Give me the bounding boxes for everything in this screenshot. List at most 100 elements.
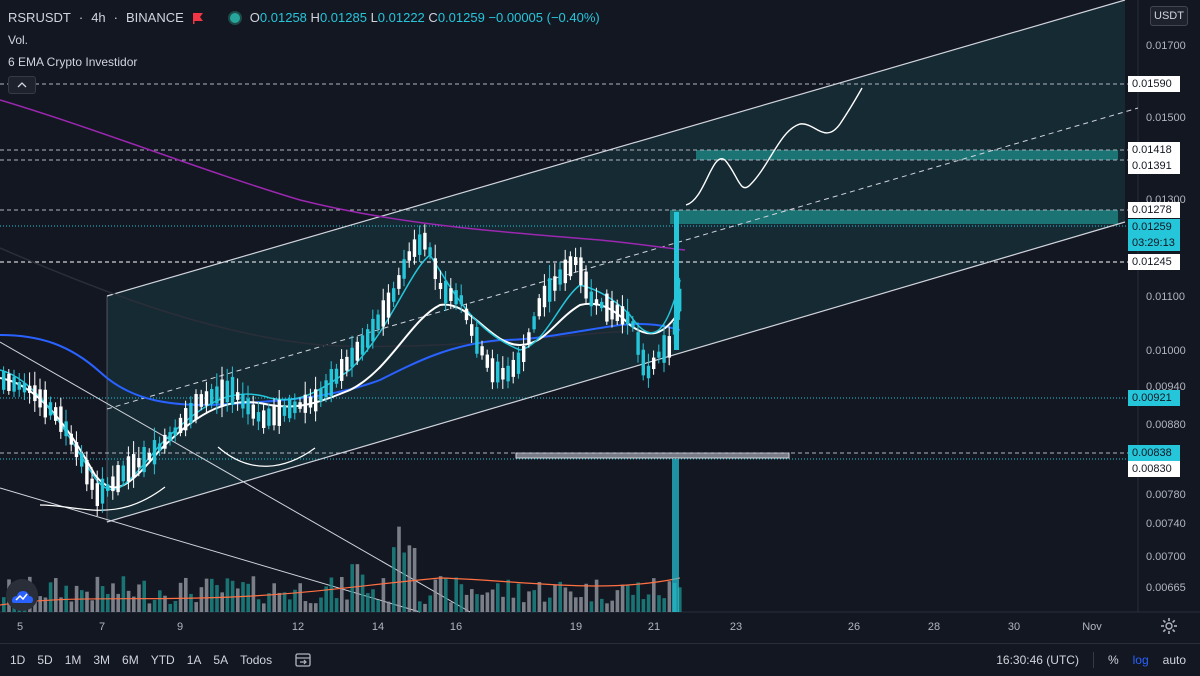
volume-bar <box>163 595 167 612</box>
candle-body <box>667 336 671 358</box>
volume-bar <box>470 589 474 612</box>
volume-bar <box>132 596 136 612</box>
candle-body <box>59 406 63 432</box>
price-chart[interactable]: 0.017000.015000.013000.011000.010000.009… <box>0 0 1200 643</box>
open-label: O <box>249 10 260 25</box>
bottom-arc-1 <box>39 486 166 511</box>
tf-1a[interactable]: 1A <box>186 653 202 667</box>
open-value: 0.01258 <box>259 10 307 25</box>
candle-body <box>568 256 573 277</box>
symbol[interactable]: RSRUSDT <box>8 10 71 25</box>
candle-body <box>449 288 453 302</box>
volume-bar <box>537 581 542 612</box>
channel-bottom <box>106 221 1126 523</box>
tf-1m[interactable]: 1M <box>64 653 82 667</box>
currency-button[interactable]: USDT <box>1150 6 1188 26</box>
candle-body <box>438 282 443 290</box>
utc-clock[interactable]: 16:30:46 (UTC) <box>996 653 1079 667</box>
candle-body <box>392 288 396 302</box>
candle-body <box>225 380 229 403</box>
candle-body <box>366 329 370 348</box>
candle-body <box>267 408 271 426</box>
volume-bar <box>152 599 157 612</box>
price-tag-countdown: 03:29:13 <box>1128 235 1180 251</box>
candle-body <box>522 346 526 362</box>
auto-toggle[interactable]: auto <box>1162 653 1186 667</box>
volume-bar <box>111 583 115 612</box>
candle-body <box>428 247 432 256</box>
candle-body <box>501 367 505 380</box>
volume-bar <box>126 590 131 612</box>
volume-bar <box>615 590 620 612</box>
volume-bar <box>106 593 110 612</box>
volume-indicator-label[interactable]: Vol. <box>8 33 29 47</box>
volume-bar <box>444 578 448 612</box>
volume-bar <box>267 593 271 612</box>
volume-ma <box>0 577 681 606</box>
tf-6m[interactable]: 6M <box>122 653 139 667</box>
channel-mid <box>106 107 1139 410</box>
log-toggle[interactable]: log <box>1132 653 1149 667</box>
y-tick-label: 0.00740 <box>1146 518 1186 530</box>
collapse-legend-button[interactable] <box>8 76 36 94</box>
channel-top <box>106 0 1126 297</box>
volume-bar <box>402 552 406 612</box>
tradingview-logo[interactable] <box>6 579 38 611</box>
volume-bar <box>423 603 427 612</box>
volume-bar <box>464 594 469 612</box>
candle-body <box>293 401 297 414</box>
candle-body <box>542 285 547 308</box>
tf-5a[interactable]: 5A <box>213 653 229 667</box>
interval[interactable]: 4h <box>91 10 106 25</box>
candle-body <box>43 389 47 418</box>
x-axis: 5 7 9 12 14 16 19 21 23 26 28 30 Nov <box>17 621 1102 633</box>
candle-body <box>345 356 349 371</box>
candle-body <box>402 259 406 279</box>
candle-body <box>22 382 27 393</box>
go-to-date-icon[interactable] <box>294 651 312 669</box>
candle-body <box>516 352 521 374</box>
resistance-zone-lower <box>670 210 1118 224</box>
volume-bar <box>454 577 458 612</box>
tf-1d[interactable]: 1D <box>10 653 26 667</box>
candle-body <box>334 368 339 384</box>
candle-body <box>563 259 567 284</box>
settings-gear-icon[interactable] <box>1160 617 1178 635</box>
volume-bar <box>548 597 552 612</box>
volume-bar <box>80 590 84 612</box>
cloud-logo-icon <box>12 591 33 603</box>
volume-bar <box>329 577 334 612</box>
candle-body <box>246 398 250 415</box>
price-tag-plain: 0.01278 <box>1128 202 1180 218</box>
volume-bar <box>189 593 193 612</box>
low-label: L <box>370 10 378 25</box>
tf-5d[interactable]: 5D <box>37 653 53 667</box>
tf-3m[interactable]: 3M <box>93 653 111 667</box>
support-zone <box>515 452 790 459</box>
volume-bar <box>667 581 672 612</box>
candle-body <box>230 376 235 405</box>
candle-body <box>485 354 489 368</box>
tf-todos[interactable]: Todos <box>240 653 273 667</box>
volume-bar <box>90 600 94 612</box>
dot-separator: · <box>78 10 84 25</box>
flag-icon[interactable] <box>192 12 204 24</box>
tf-ytd[interactable]: YTD <box>150 653 175 667</box>
candle-body <box>251 404 255 419</box>
low-value: 0.01222 <box>377 10 425 25</box>
candle-body <box>553 276 557 291</box>
price-tag-plain: 0.00830 <box>1128 461 1180 477</box>
candle-body <box>600 301 604 309</box>
volume-bar <box>272 583 276 612</box>
volume-bar <box>142 580 146 612</box>
volume-bar <box>516 583 521 612</box>
candle-body <box>308 396 313 408</box>
volume-bar <box>542 601 547 612</box>
y-tick-label: 0.00880 <box>1146 419 1186 431</box>
volume-bar <box>480 594 484 612</box>
candle-body <box>589 291 593 307</box>
candle-body <box>412 239 417 257</box>
ema-indicator-label[interactable]: 6 EMA Crypto Investidor <box>8 55 138 69</box>
percent-toggle[interactable]: % <box>1107 653 1119 667</box>
volume-bar <box>522 602 526 612</box>
